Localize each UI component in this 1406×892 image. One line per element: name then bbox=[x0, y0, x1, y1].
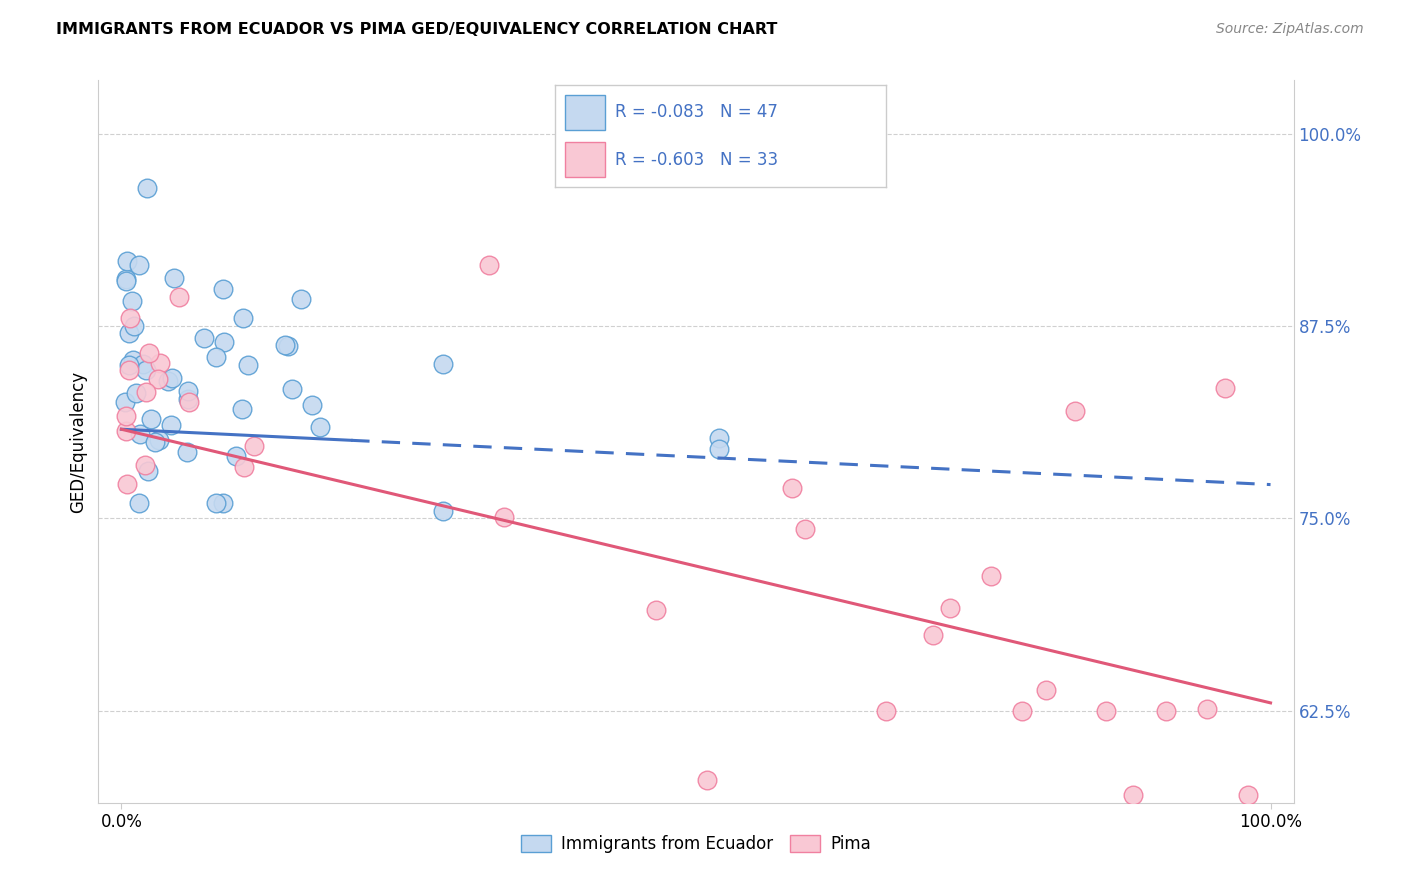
Point bbox=[128, 427, 150, 442]
Point bbox=[125, 386, 148, 401]
Point bbox=[115, 271, 138, 285]
Point bbox=[922, 628, 945, 642]
Point bbox=[782, 482, 804, 496]
Point bbox=[432, 357, 454, 371]
Point bbox=[115, 477, 138, 491]
Point bbox=[301, 398, 323, 412]
Point bbox=[132, 357, 155, 371]
Point bbox=[139, 411, 162, 425]
Point bbox=[277, 339, 299, 353]
Point bbox=[118, 326, 141, 340]
Point bbox=[135, 181, 157, 195]
Point bbox=[1011, 704, 1033, 718]
Point bbox=[128, 496, 150, 510]
Point bbox=[211, 496, 233, 510]
Point bbox=[128, 259, 150, 273]
Point bbox=[644, 603, 666, 617]
Point bbox=[231, 402, 253, 417]
Point bbox=[212, 334, 235, 349]
Point bbox=[122, 318, 145, 333]
Point bbox=[1122, 788, 1144, 802]
Point bbox=[176, 444, 198, 458]
Point bbox=[243, 439, 266, 453]
Text: R = -0.083   N = 47: R = -0.083 N = 47 bbox=[614, 103, 778, 121]
Point bbox=[281, 382, 304, 396]
Point bbox=[478, 258, 501, 272]
Point bbox=[163, 270, 186, 285]
Point bbox=[136, 464, 159, 478]
Point bbox=[121, 294, 143, 309]
Point bbox=[157, 374, 180, 388]
Point bbox=[160, 371, 183, 385]
Point bbox=[193, 330, 215, 344]
Point bbox=[204, 350, 226, 364]
Point bbox=[149, 356, 172, 370]
Point bbox=[980, 569, 1002, 583]
Point bbox=[135, 362, 157, 376]
Point bbox=[135, 384, 157, 399]
Point bbox=[134, 458, 156, 473]
Bar bbox=[565, 142, 605, 177]
Point bbox=[145, 434, 167, 449]
Point bbox=[177, 395, 200, 409]
Point bbox=[138, 346, 160, 360]
Text: Source: ZipAtlas.com: Source: ZipAtlas.com bbox=[1216, 22, 1364, 37]
Point bbox=[939, 600, 962, 615]
Point bbox=[1035, 682, 1057, 697]
Point bbox=[875, 704, 897, 718]
Point bbox=[120, 310, 142, 325]
Point bbox=[225, 449, 247, 463]
Point bbox=[118, 358, 141, 372]
Point bbox=[114, 424, 136, 438]
Point bbox=[148, 434, 170, 448]
Legend: Immigrants from Ecuador, Pima: Immigrants from Ecuador, Pima bbox=[515, 828, 877, 860]
Point bbox=[160, 418, 183, 433]
Bar bbox=[565, 95, 605, 130]
Point bbox=[115, 254, 138, 268]
Y-axis label: GED/Equivalency: GED/Equivalency bbox=[69, 370, 87, 513]
Text: R = -0.603   N = 33: R = -0.603 N = 33 bbox=[614, 151, 778, 169]
Point bbox=[115, 274, 138, 288]
Point bbox=[1064, 404, 1087, 418]
Point bbox=[1213, 381, 1236, 395]
Text: IMMIGRANTS FROM ECUADOR VS PIMA GED/EQUIVALENCY CORRELATION CHART: IMMIGRANTS FROM ECUADOR VS PIMA GED/EQUI… bbox=[56, 22, 778, 37]
Point bbox=[432, 504, 454, 518]
Point bbox=[167, 290, 190, 304]
Point bbox=[115, 409, 138, 424]
Point bbox=[177, 384, 200, 398]
Point bbox=[1156, 704, 1178, 718]
Point bbox=[205, 496, 228, 510]
Point bbox=[114, 395, 136, 409]
Point bbox=[793, 522, 815, 536]
Point bbox=[494, 509, 516, 524]
Point bbox=[146, 372, 169, 386]
Point bbox=[273, 337, 295, 351]
Point bbox=[308, 419, 330, 434]
Point bbox=[1094, 704, 1116, 718]
Point bbox=[122, 353, 145, 368]
Point bbox=[236, 358, 259, 372]
Point bbox=[707, 431, 730, 445]
Point bbox=[176, 392, 198, 407]
Point bbox=[212, 282, 235, 296]
Point bbox=[117, 363, 139, 377]
Point bbox=[1236, 788, 1258, 802]
Point bbox=[290, 292, 312, 306]
Point bbox=[232, 459, 254, 474]
Point bbox=[696, 772, 718, 787]
Point bbox=[232, 311, 254, 326]
Point bbox=[707, 442, 730, 457]
Point bbox=[1197, 701, 1219, 715]
